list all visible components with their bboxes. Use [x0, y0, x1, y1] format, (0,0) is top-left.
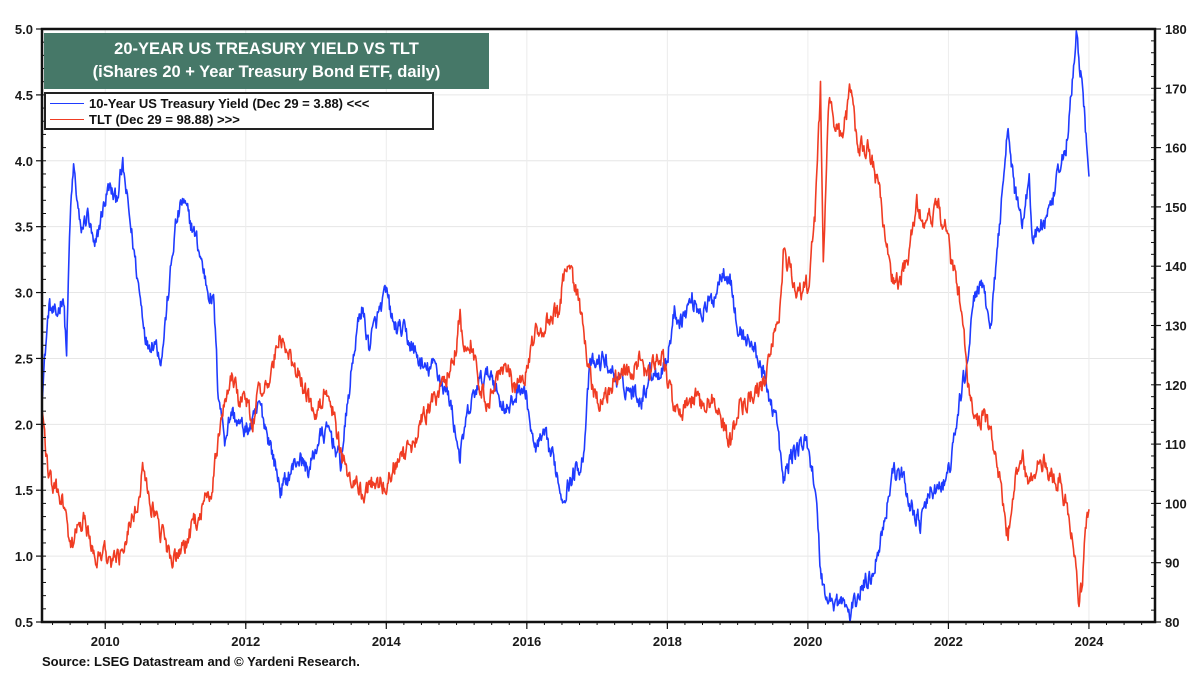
y-right-tick-label: 150	[1165, 200, 1187, 215]
y-left-tick-label: 1.0	[15, 549, 33, 564]
y-left-tick-label: 1.5	[15, 483, 33, 498]
y-right-tick-label: 120	[1165, 378, 1187, 393]
y-right-tick-label: 90	[1165, 556, 1179, 571]
x-tick-label: 2020	[793, 634, 822, 649]
series-layer	[41, 30, 1090, 623]
x-tick-label: 2016	[512, 634, 541, 649]
axis-ticks	[36, 28, 1161, 629]
series-line-tlt	[41, 80, 1090, 608]
y-left-tick-label: 4.0	[15, 154, 33, 169]
legend-item-tlt: TLT (Dec 29 = 98.88) >>>	[50, 111, 432, 127]
source-note: Source: LSEG Datastream and © Yardeni Re…	[42, 654, 360, 669]
y-left-tick-label: 2.5	[15, 351, 33, 366]
y-right-tick-label: 170	[1165, 81, 1187, 96]
legend-swatch-tlt	[50, 118, 84, 120]
y-right-tick-label: 180	[1165, 22, 1187, 37]
x-tick-label: 2018	[653, 634, 682, 649]
legend-label-yield: 10-Year US Treasury Yield (Dec 29 = 3.88…	[89, 95, 370, 111]
x-tick-label: 2024	[1074, 634, 1104, 649]
y-right-tick-label: 80	[1165, 615, 1179, 630]
y-left-tick-label: 0.5	[15, 615, 33, 630]
y-left-tick-label: 3.0	[15, 286, 33, 301]
x-tick-label: 2022	[934, 634, 963, 649]
chart-title-box: 20-YEAR US TREASURY YIELD VS TLT (iShare…	[44, 33, 489, 89]
y-right-tick-label: 160	[1165, 141, 1187, 156]
y-left-tick-label: 4.5	[15, 88, 33, 103]
chart-subtitle: (iShares 20 + Year Treasury Bond ETF, da…	[92, 63, 441, 81]
legend-item-yield: 10-Year US Treasury Yield (Dec 29 = 3.88…	[50, 95, 432, 111]
y-right-tick-label: 110	[1165, 437, 1186, 452]
legend-label-tlt: TLT (Dec 29 = 98.88) >>>	[89, 111, 240, 127]
x-tick-label: 2010	[91, 634, 120, 649]
chart-title: 20-YEAR US TREASURY YIELD VS TLT	[114, 40, 419, 58]
series-line-yield	[41, 30, 1090, 623]
y-right-tick-label: 140	[1165, 259, 1187, 274]
y-right-tick-label: 130	[1165, 319, 1187, 334]
x-tick-label: 2014	[372, 634, 402, 649]
y-right-tick-label: 100	[1165, 496, 1187, 511]
y-left-tick-label: 5.0	[15, 22, 33, 37]
axis-labels: 0.5 1.0 1.5 2.0 2.5 3.0 3.5 4.0 4.5 5.0 80 90 100 110…	[15, 22, 1187, 649]
y-left-tick-label: 3.5	[15, 220, 33, 235]
legend: 10-Year US Treasury Yield (Dec 29 = 3.88…	[44, 92, 434, 130]
x-tick-label: 2012	[231, 634, 260, 649]
y-left-tick-label: 2.0	[15, 417, 33, 432]
legend-swatch-yield	[50, 102, 84, 104]
